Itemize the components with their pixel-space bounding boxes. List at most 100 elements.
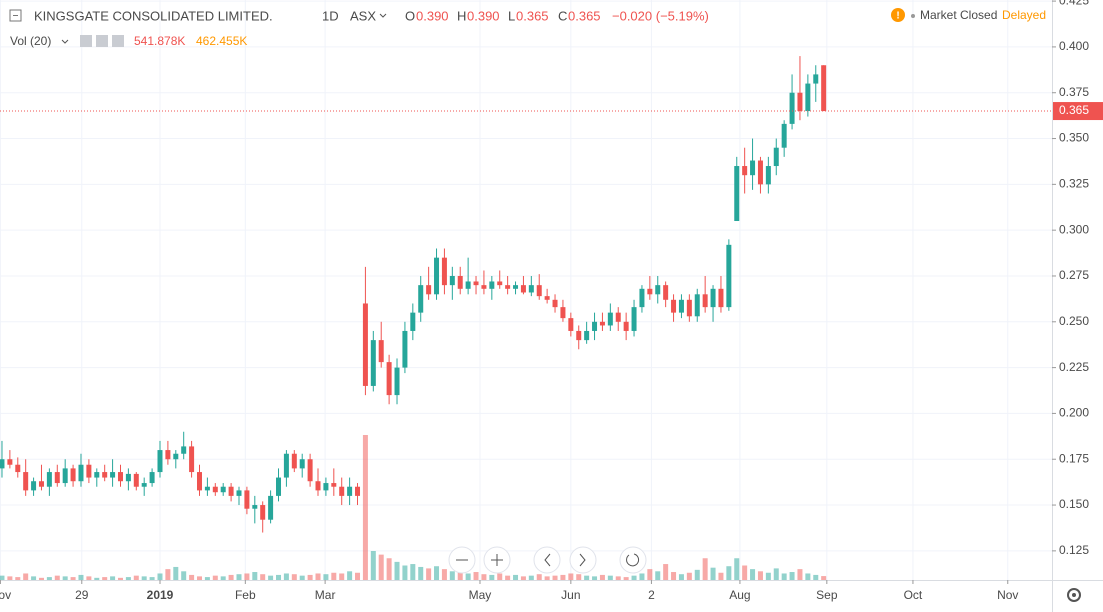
candle-body	[244, 490, 250, 509]
candle-body	[552, 299, 558, 308]
volume-bar	[734, 558, 740, 580]
exchange: ASX	[350, 8, 376, 23]
volume-bar	[196, 576, 202, 580]
candle-body	[15, 464, 21, 473]
volume-bar	[339, 573, 345, 580]
volume-bar	[481, 574, 487, 580]
candle-body	[528, 285, 534, 293]
eye-icon[interactable]	[80, 35, 92, 47]
reset[interactable]	[619, 546, 647, 574]
remove-icon[interactable]	[112, 35, 124, 47]
candle-body	[671, 299, 677, 313]
candle-body	[789, 92, 795, 124]
candle-body	[694, 294, 700, 317]
volume-bar	[133, 575, 139, 580]
scroll-left[interactable]	[533, 546, 561, 574]
volume-bar	[394, 561, 400, 580]
candle-body	[639, 288, 645, 308]
x-tick-label: Jun	[561, 588, 580, 602]
volume-bar	[505, 575, 511, 580]
status-icon[interactable]	[891, 8, 905, 22]
ohlc-value: 0.365	[568, 8, 601, 23]
volume-bar	[276, 574, 282, 580]
settings-icon[interactable]	[96, 35, 108, 47]
volume-bar	[718, 572, 724, 580]
candle-body	[410, 312, 416, 331]
volume-bar	[465, 573, 471, 580]
candle-body	[339, 486, 345, 496]
volume-bar	[228, 574, 234, 580]
y-tick-label: 0.300	[1059, 222, 1089, 236]
candle-body	[765, 166, 771, 185]
volume-bar	[173, 566, 179, 580]
candle-body	[133, 473, 139, 487]
volume-bar	[805, 573, 811, 580]
candle-body	[678, 299, 684, 313]
dropdown-icon[interactable]	[61, 39, 69, 44]
volume-bar	[236, 574, 242, 580]
symbol-title: KINGSGATE CONSOLIDATED LIMITED.	[34, 8, 273, 23]
volume-bar	[70, 577, 76, 580]
settings-gear[interactable]	[1067, 588, 1081, 602]
dropdown-icon[interactable]	[379, 13, 387, 18]
y-tick-label: 0.200	[1059, 406, 1089, 420]
candle-body	[189, 446, 195, 473]
volume-bar	[299, 575, 305, 580]
volume-bar	[552, 575, 558, 580]
volume-value: 541.878K	[134, 34, 185, 48]
volume-bar	[592, 576, 598, 580]
candle-body	[576, 330, 582, 341]
candle-body	[750, 160, 756, 176]
last-price-label: 0.365	[1059, 103, 1089, 117]
collapse-icon[interactable]	[9, 9, 22, 22]
volume-bar	[78, 574, 84, 580]
scroll-right[interactable]	[569, 546, 597, 574]
candle-body	[489, 281, 495, 289]
volume-bar	[110, 576, 116, 580]
volume-bar	[212, 575, 218, 580]
volume-bar	[204, 577, 210, 580]
candle-body	[497, 281, 503, 286]
volume-bar	[386, 558, 392, 580]
volume-bar	[157, 573, 163, 580]
ohlc-label: C	[558, 8, 567, 23]
candle-body	[607, 312, 613, 326]
volume-bar	[181, 571, 187, 580]
volume-bar	[655, 571, 661, 580]
volume-bar	[773, 568, 779, 580]
y-tick-label: 0.325	[1059, 177, 1089, 191]
volume-bar	[38, 577, 44, 580]
volume-bar	[789, 572, 795, 580]
volume-bar	[362, 435, 368, 580]
candle-body	[102, 472, 108, 478]
change: −0.020 (−5.19%)	[612, 8, 709, 23]
volume-bar	[584, 575, 590, 580]
zoom-in[interactable]	[483, 546, 511, 574]
candle-body	[228, 486, 234, 496]
volume-bar	[742, 565, 748, 580]
zoom-out[interactable]	[448, 546, 476, 574]
candle-body	[663, 285, 669, 300]
delayed: Delayed	[1002, 8, 1046, 22]
candle-body	[260, 505, 266, 520]
volume-bar	[165, 569, 171, 580]
x-tick-label: Nov	[997, 588, 1018, 602]
candle-body	[797, 92, 803, 112]
candle-body	[615, 312, 621, 322]
candle-body	[347, 486, 353, 496]
status-icon-mark: !	[896, 11, 899, 22]
candle-body	[252, 505, 258, 509]
volume-bar	[426, 568, 432, 580]
volume-bar	[497, 573, 503, 580]
candle-body	[23, 472, 29, 491]
candle-body	[0, 459, 5, 469]
volume-bar	[141, 576, 147, 580]
candle-body	[465, 281, 471, 289]
candle-body	[773, 147, 779, 167]
candle-body	[46, 472, 52, 487]
candle-body	[544, 296, 550, 300]
volume-bar	[252, 572, 258, 580]
candle-body	[734, 166, 740, 222]
volume-bar	[347, 571, 353, 580]
